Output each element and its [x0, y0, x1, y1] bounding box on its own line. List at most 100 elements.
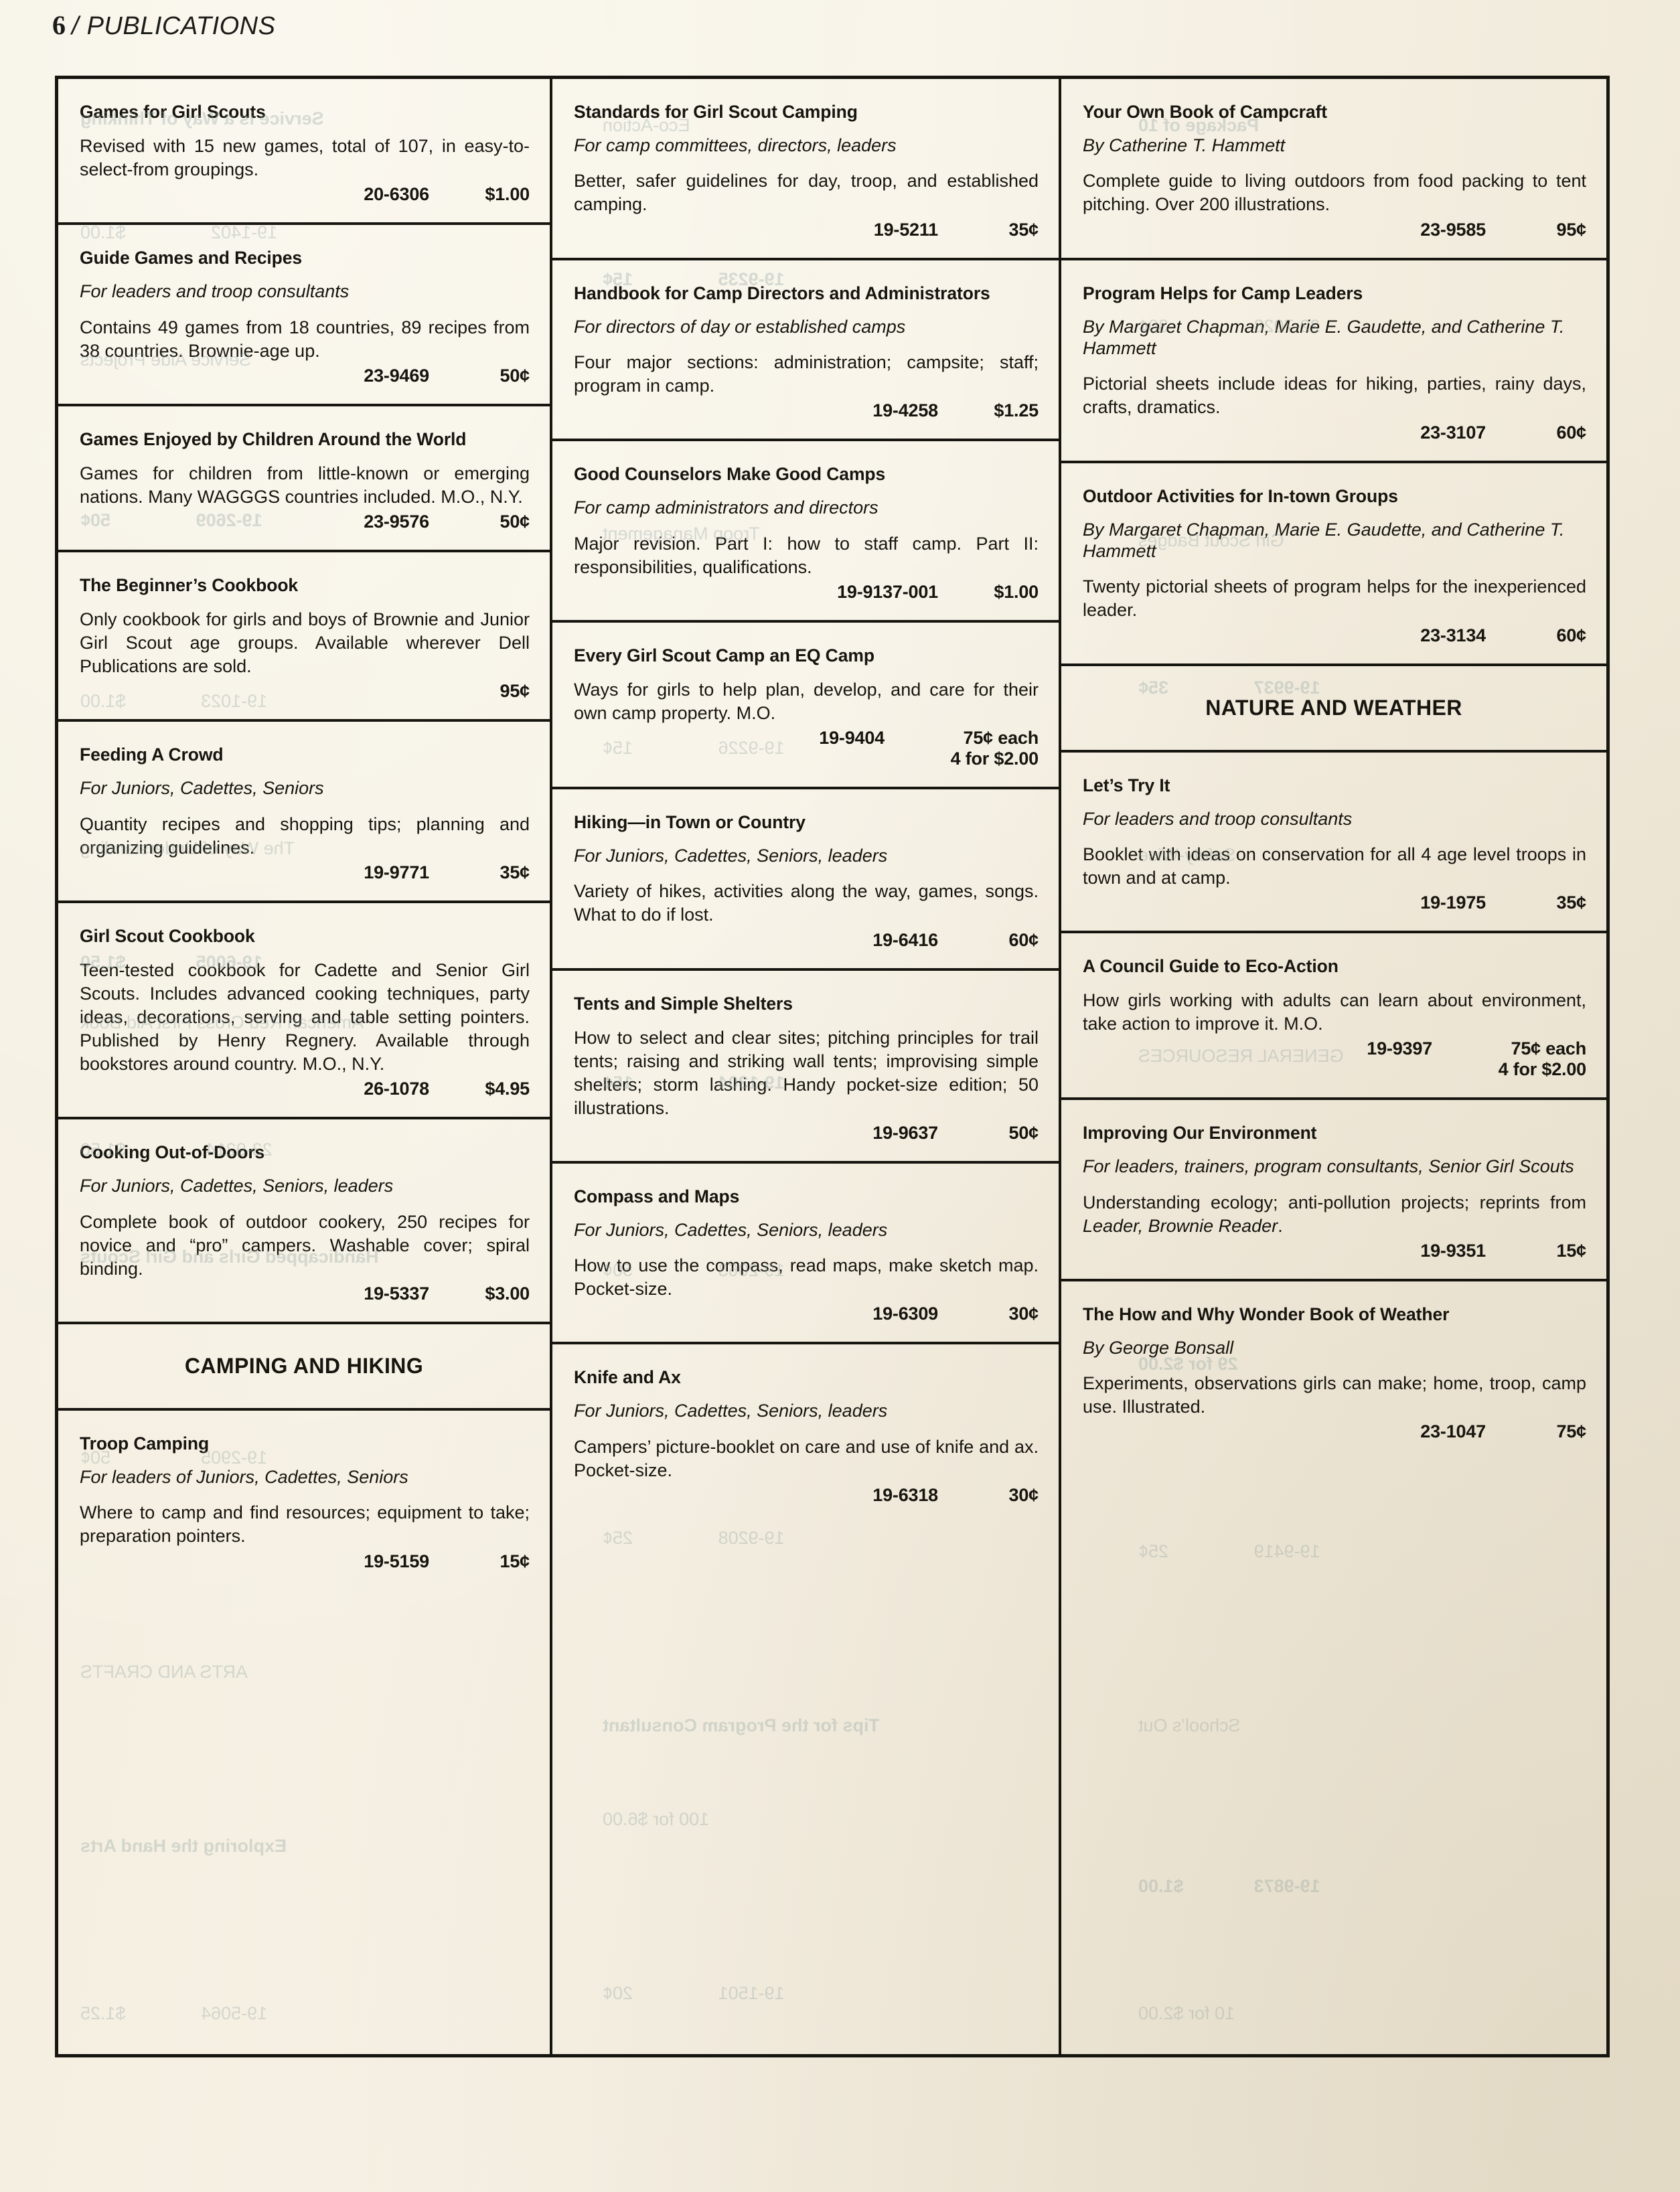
entry-description: Where to camp and find resources; equipm… [80, 1502, 530, 1547]
entry-price-primary: 30¢ [1008, 1304, 1039, 1324]
entry-catalog-number: 19-9637 [872, 1122, 938, 1143]
entry-price-line: 19-9137-001 $1.00 [574, 582, 1039, 603]
catalog-entry: Guide Games and Recipes For leaders and t… [58, 225, 550, 406]
entry-price-line: 20-6306 $1.00 [80, 184, 530, 205]
entry-price: 95¢ [1486, 220, 1587, 240]
entry-price-primary: $1.00 [994, 581, 1039, 602]
catalog-entry: Your Own Book of Campcraft By Catherine T… [1061, 79, 1606, 260]
entry-title: Let’s Try It [1083, 775, 1170, 795]
entry-price: 30¢ [938, 1485, 1039, 1506]
entry-description: Understanding ecology; anti-pollution pr… [1083, 1192, 1586, 1236]
catalog-entry: Compass and Maps For Juniors, Cadettes, S… [552, 1164, 1059, 1345]
entry-catalog-number: 20-6306 [364, 184, 429, 205]
running-head-section: PUBLICATIONS [86, 12, 276, 40]
entry-price: 95¢ [429, 681, 530, 702]
entry-catalog-number: 19-4258 [872, 400, 938, 421]
entry-price-primary: 50¢ [1008, 1122, 1039, 1143]
entry-catalog-number: 23-1047 [1420, 1421, 1486, 1442]
entry-description: Contains 49 games from 18 countries, 89 … [80, 317, 530, 361]
entry-description: Ways for girls to help plan, develop, an… [574, 679, 1039, 723]
entry-price-line: 23-3107 60¢ [1083, 422, 1586, 443]
entry-audience: For leaders and troop consultants [1083, 808, 1353, 829]
entry-price-line: 23-9576 50¢ [80, 512, 530, 532]
entry-price-primary: 75¢ [1556, 1421, 1587, 1442]
entry-catalog-number: 19-9397 [1367, 1038, 1432, 1059]
entry-price: 75¢ each 4 for $2.00 [1432, 1038, 1587, 1080]
entry-price-primary: $1.25 [994, 400, 1039, 421]
catalog-entry: Troop Camping For leaders of Juniors, Cad… [58, 1411, 550, 2054]
entry-catalog-number: 19-6416 [872, 929, 938, 950]
entry-price: 50¢ [429, 366, 530, 386]
entry-audience: For directors of day or established camp… [574, 316, 906, 337]
entry-title: Girl Scout Cookbook [80, 925, 255, 946]
entry-description: Four major sections: administration; cam… [574, 351, 1039, 396]
entry-audience: By Catherine T. Hammett [1083, 135, 1286, 155]
entry-catalog-number: 19-6318 [872, 1485, 938, 1506]
catalog-column-2: Standards for Girl Scout Camping For camp… [552, 79, 1061, 2054]
catalog-entry: Girl Scout Cookbook Teen-tested cookbook … [58, 903, 550, 1120]
entry-price: 60¢ [1486, 625, 1587, 646]
entry-description: Games for children from little-known or … [80, 463, 530, 507]
entry-audience: For camp committees, directors, leaders [574, 135, 897, 155]
entry-price-line: 19-9397 75¢ each 4 for $2.00 [1083, 1038, 1586, 1080]
catalog-entry: Good Counselors Make Good Camps For camp … [552, 441, 1059, 623]
entry-price-primary: 35¢ [500, 862, 530, 882]
entry-description: Complete book of outdoor cookery, 250 re… [80, 1211, 530, 1279]
entry-catalog-number: 23-9576 [364, 511, 429, 532]
entry-price-primary: $3.00 [485, 1283, 530, 1304]
entry-description: Variety of hikes, activities along the w… [574, 881, 1039, 925]
entry-price-line: 19-5211 35¢ [574, 220, 1039, 240]
entry-title: Program Helps for Camp Leaders [1083, 283, 1363, 303]
entry-description: Quantity recipes and shopping tips; plan… [80, 813, 530, 858]
entry-price: 35¢ [429, 862, 530, 883]
entry-price-primary: 30¢ [1008, 1485, 1039, 1506]
entry-audience: For Juniors, Cadettes, Seniors, leaders [574, 1401, 888, 1421]
entry-price-line: 95¢ [80, 681, 530, 702]
entry-price-quantity: 4 for $2.00 [1498, 1059, 1587, 1080]
entry-title: Your Own Book of Campcraft [1083, 102, 1327, 122]
section-heading-label: CAMPING AND HIKING [184, 1353, 424, 1378]
entry-price: $1.25 [938, 400, 1039, 421]
entry-title: The How and Why Wonder Book of Weather [1083, 1304, 1450, 1324]
entry-title: The Beginner’s Cookbook [80, 574, 299, 595]
catalog-entry: Standards for Girl Scout Camping For camp… [552, 79, 1059, 260]
entry-description: Revised with 15 new games, total of 107,… [80, 136, 530, 180]
entry-catalog-number: 19-9137-001 [837, 581, 938, 602]
entry-audience: For Juniors, Cadettes, Seniors, leaders [80, 1176, 394, 1196]
entry-price-line: 19-9637 50¢ [574, 1123, 1039, 1144]
entry-price-primary: 95¢ [500, 681, 530, 702]
catalog-entry: Improving Our Environment For leaders, tr… [1061, 1100, 1606, 1281]
entry-catalog-number: 19-9404 [819, 727, 885, 748]
entry-title: Guide Games and Recipes [80, 248, 303, 268]
entry-title: Games for Girl Scouts [80, 102, 266, 122]
entry-price: 60¢ [1486, 422, 1587, 443]
entry-description: Booklet with ideas on conservation for a… [1083, 844, 1586, 888]
catalog-entry: Every Girl Scout Camp an EQ Camp Ways for… [552, 623, 1059, 789]
entry-title: Feeding A Crowd [80, 745, 224, 765]
catalog-entry: The How and Why Wonder Book of Weather By… [1061, 1281, 1606, 2054]
entry-description: Complete guide to living outdoors from f… [1083, 171, 1586, 215]
publications-catalog-table: Games for Girl Scouts Revised with 15 new… [55, 76, 1610, 2057]
catalog-entry: Cooking Out-of-Doors For Juniors, Cadette… [58, 1119, 550, 1324]
entry-description: Better, safer guidelines for day, troop,… [574, 171, 1039, 215]
entry-catalog-number: 23-9585 [1420, 219, 1486, 240]
entry-price-line: 19-9771 35¢ [80, 862, 530, 883]
catalog-entry: A Council Guide to Eco-Action How girls w… [1061, 933, 1606, 1101]
entry-audience: For camp administrators and directors [574, 497, 879, 518]
entry-title: Good Counselors Make Good Camps [574, 464, 886, 485]
entry-price: $4.95 [429, 1079, 530, 1099]
entry-price-primary: 15¢ [500, 1551, 530, 1571]
entry-title: A Council Guide to Eco-Action [1083, 956, 1339, 977]
entry-price: 75¢ [1486, 1421, 1587, 1442]
entry-price: 75¢ each 4 for $2.00 [885, 728, 1039, 769]
entry-price-line: 26-1078 $4.95 [80, 1079, 530, 1099]
entry-title: Games Enjoyed by Children Around the Wor… [80, 428, 467, 449]
catalog-column-3: Your Own Book of Campcraft By Catherine T… [1061, 79, 1606, 2054]
entry-price: 35¢ [1486, 892, 1587, 913]
entry-title: Improving Our Environment [1083, 1123, 1317, 1144]
catalog-entry: Tents and Simple Shelters How to select a… [552, 971, 1059, 1164]
section-heading: CAMPING AND HIKING [58, 1324, 550, 1411]
entry-price-line: 19-9404 75¢ each 4 for $2.00 [574, 728, 1039, 769]
entry-title: Knife and Ax [574, 1367, 681, 1388]
